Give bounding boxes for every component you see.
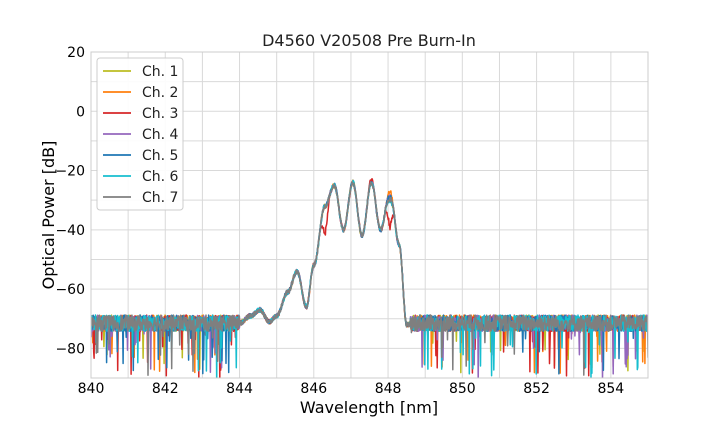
series-layer (91, 178, 648, 378)
plot-frame (90, 51, 649, 379)
x-tick-label: 846 (300, 381, 327, 397)
y-tick-label: 0 (76, 104, 85, 120)
y-tick-label: 20 (67, 45, 85, 61)
x-tick-labels: 840 842 844 846 848 850 852 854 (78, 381, 625, 397)
legend: Ch. 1 Ch. 2 Ch. 3 Ch. 4 Ch. 5 Ch. 6 Ch. 7 (96, 57, 184, 211)
x-axis-label: Wavelength [nm] (300, 398, 438, 417)
legend-label-5: Ch. 5 (142, 148, 178, 164)
y-axis-label: Optical Power [dB] (39, 141, 58, 290)
x-tick-label: 842 (152, 381, 179, 397)
x-tick-label: 854 (597, 381, 624, 397)
legend-label-6: Ch. 6 (142, 169, 179, 185)
legend-label-3: Ch. 3 (142, 106, 178, 122)
series-line-7 (91, 181, 648, 377)
legend-label-4: Ch. 4 (142, 127, 179, 143)
y-tick-label: −60 (55, 282, 85, 298)
chart-title: D4560 V20508 Pre Burn-In (262, 31, 476, 50)
y-tick-label: −20 (55, 164, 85, 180)
y-tick-labels: 20 0 −20 −40 −60 −80 (55, 45, 85, 357)
x-tick-label: 850 (449, 381, 476, 397)
y-tick-label: −40 (55, 223, 85, 239)
x-tick-label: 848 (375, 381, 402, 397)
x-tick-label: 844 (226, 381, 253, 397)
y-tick-label: −80 (55, 341, 85, 357)
legend-box (96, 57, 184, 211)
x-tick-label: 852 (523, 381, 550, 397)
x-tick-label: 840 (78, 381, 105, 397)
legend-label-1: Ch. 1 (142, 64, 178, 80)
legend-label-7: Ch. 7 (142, 190, 178, 206)
legend-label-2: Ch. 2 (142, 85, 178, 101)
